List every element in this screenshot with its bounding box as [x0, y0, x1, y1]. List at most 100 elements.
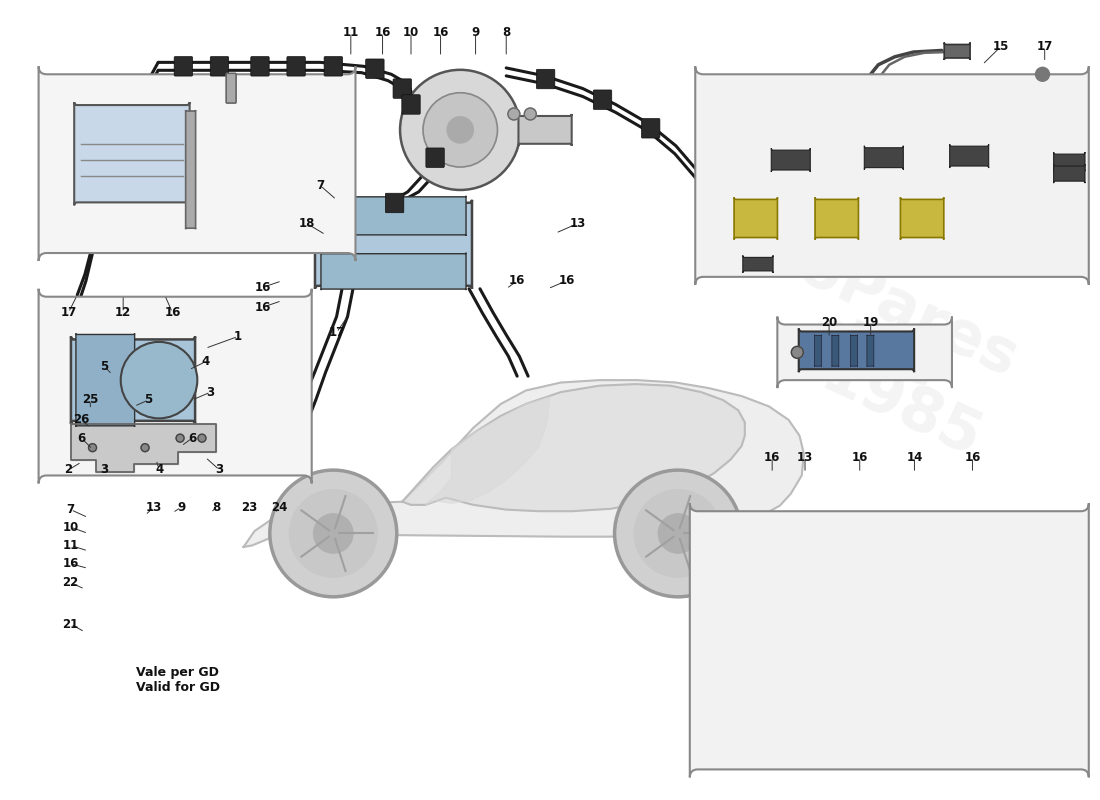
- FancyBboxPatch shape: [76, 334, 134, 427]
- Text: 15: 15: [992, 40, 1009, 53]
- FancyBboxPatch shape: [867, 335, 873, 366]
- FancyBboxPatch shape: [227, 74, 236, 103]
- Text: 13: 13: [569, 217, 585, 230]
- Circle shape: [88, 444, 97, 452]
- Polygon shape: [243, 380, 804, 547]
- Text: 7: 7: [67, 503, 75, 516]
- Text: 10: 10: [403, 26, 419, 39]
- Text: since: since: [814, 308, 943, 397]
- Circle shape: [508, 108, 520, 120]
- Text: 17: 17: [329, 326, 344, 339]
- Circle shape: [121, 342, 197, 418]
- Text: 16: 16: [509, 274, 526, 287]
- Text: 19: 19: [862, 316, 879, 329]
- Text: 5: 5: [144, 394, 153, 406]
- Text: 26: 26: [74, 414, 90, 426]
- Text: Vale per GD: Vale per GD: [136, 666, 219, 679]
- FancyBboxPatch shape: [901, 198, 944, 239]
- FancyBboxPatch shape: [186, 110, 196, 229]
- Text: 11: 11: [63, 539, 79, 552]
- Text: 16: 16: [255, 301, 272, 314]
- Text: 24: 24: [272, 501, 288, 514]
- FancyBboxPatch shape: [287, 57, 306, 76]
- Circle shape: [198, 434, 206, 442]
- Text: 13: 13: [796, 450, 813, 464]
- Circle shape: [635, 490, 722, 577]
- Text: 16: 16: [965, 450, 980, 464]
- Text: 16: 16: [374, 26, 390, 39]
- FancyBboxPatch shape: [70, 337, 195, 424]
- Text: 16: 16: [63, 557, 79, 570]
- FancyBboxPatch shape: [321, 253, 466, 290]
- FancyBboxPatch shape: [690, 503, 1089, 778]
- Text: 13: 13: [145, 501, 162, 514]
- Text: 11: 11: [343, 26, 359, 39]
- FancyBboxPatch shape: [324, 57, 342, 76]
- Text: 3: 3: [216, 463, 223, 477]
- Circle shape: [400, 70, 520, 190]
- FancyBboxPatch shape: [815, 198, 858, 239]
- Text: 17: 17: [1036, 40, 1053, 53]
- Text: 16: 16: [558, 274, 574, 287]
- Text: 14: 14: [906, 450, 923, 464]
- Text: 16: 16: [851, 450, 868, 464]
- FancyBboxPatch shape: [426, 148, 444, 167]
- Text: 4: 4: [155, 463, 164, 477]
- Text: 18: 18: [299, 217, 316, 230]
- FancyBboxPatch shape: [641, 118, 660, 138]
- Circle shape: [447, 117, 473, 143]
- Circle shape: [1035, 67, 1049, 82]
- Text: 16: 16: [164, 306, 180, 319]
- FancyBboxPatch shape: [39, 289, 311, 483]
- Polygon shape: [403, 384, 745, 511]
- Circle shape: [314, 514, 353, 553]
- Circle shape: [791, 346, 803, 358]
- Circle shape: [525, 108, 537, 120]
- FancyBboxPatch shape: [695, 66, 1089, 285]
- Text: Valid for GD: Valid for GD: [136, 681, 220, 694]
- FancyBboxPatch shape: [850, 335, 857, 366]
- Circle shape: [141, 444, 149, 452]
- Circle shape: [424, 93, 497, 167]
- FancyBboxPatch shape: [315, 200, 472, 289]
- FancyBboxPatch shape: [402, 94, 420, 114]
- Text: 16: 16: [764, 450, 780, 464]
- FancyBboxPatch shape: [734, 198, 778, 239]
- Text: 20: 20: [821, 316, 837, 329]
- FancyBboxPatch shape: [251, 57, 270, 76]
- Text: 10: 10: [63, 521, 79, 534]
- FancyBboxPatch shape: [593, 90, 612, 110]
- FancyBboxPatch shape: [365, 59, 384, 78]
- FancyBboxPatch shape: [814, 335, 822, 366]
- Text: 8: 8: [212, 501, 220, 514]
- Text: 6: 6: [188, 432, 196, 445]
- Text: 1985: 1985: [811, 346, 990, 470]
- Text: 16: 16: [255, 281, 272, 294]
- FancyBboxPatch shape: [321, 196, 466, 236]
- Text: 16: 16: [432, 26, 449, 39]
- Text: 3: 3: [207, 386, 215, 398]
- FancyBboxPatch shape: [174, 57, 192, 76]
- FancyBboxPatch shape: [39, 66, 355, 261]
- Text: 22: 22: [63, 576, 79, 590]
- FancyBboxPatch shape: [799, 329, 914, 372]
- FancyBboxPatch shape: [210, 57, 229, 76]
- Polygon shape: [426, 397, 550, 505]
- Circle shape: [270, 470, 397, 597]
- Text: euroPares: euroPares: [685, 188, 1027, 390]
- Text: 6: 6: [77, 432, 86, 445]
- FancyBboxPatch shape: [1054, 164, 1085, 183]
- FancyBboxPatch shape: [518, 114, 572, 146]
- FancyBboxPatch shape: [778, 317, 952, 388]
- Text: 7: 7: [316, 179, 324, 192]
- Text: 1: 1: [234, 330, 242, 343]
- FancyBboxPatch shape: [131, 110, 149, 130]
- FancyBboxPatch shape: [393, 79, 411, 98]
- Text: 9: 9: [472, 26, 480, 39]
- Circle shape: [289, 490, 377, 577]
- Polygon shape: [70, 424, 217, 471]
- Text: 21: 21: [63, 618, 79, 630]
- Text: 5: 5: [100, 360, 109, 373]
- Text: 4: 4: [201, 355, 209, 368]
- Text: 3: 3: [100, 463, 109, 477]
